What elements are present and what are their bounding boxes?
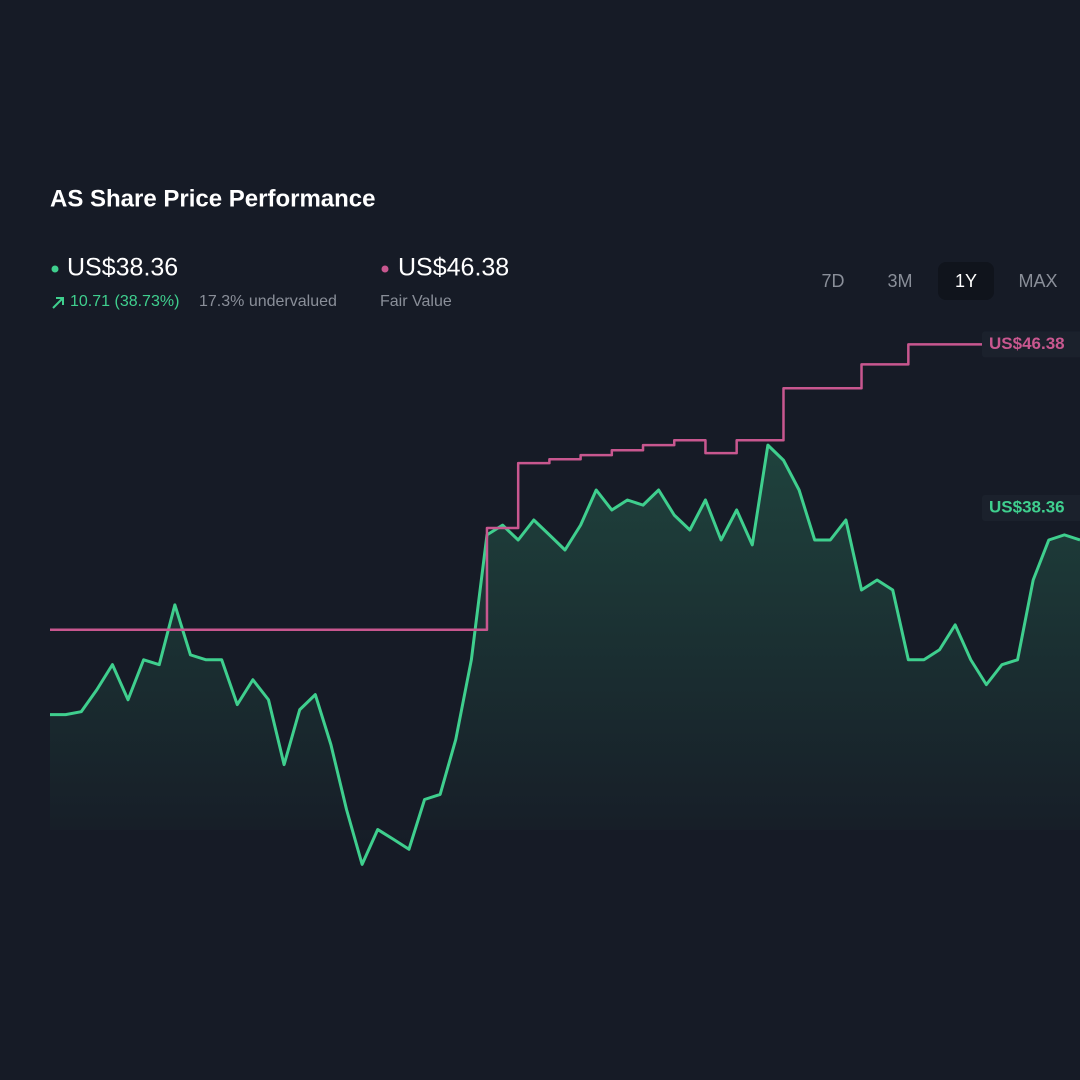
fair-value-dot — [381, 265, 389, 273]
end-label: US$46.38 — [989, 334, 1065, 353]
end-label-bg — [982, 331, 1080, 358]
plot: US$38.36 US$46.38 — [50, 331, 1080, 866]
price-area — [50, 445, 1080, 865]
fair-value-label: US$46.38 — [398, 254, 509, 282]
price-line — [50, 443, 1080, 866]
chart-title: AS Share Price Performance — [50, 185, 376, 212]
range-button[interactable]: 1Y — [955, 271, 977, 291]
end-label: US$38.36 — [989, 497, 1065, 516]
price-dot — [51, 265, 59, 273]
fair-value-line — [50, 343, 1080, 632]
end-label-bg — [982, 495, 1080, 521]
range-button[interactable]: 7D — [821, 271, 844, 291]
undervalued-label: 17.3% undervalued — [199, 293, 337, 310]
price-label: US$38.36 — [67, 254, 178, 282]
range-button[interactable]: 3M — [887, 271, 912, 291]
legend-fair-value: Fair Value — [380, 293, 452, 310]
range-selected-bg — [938, 262, 994, 300]
change-label: 10.71 (38.73%) — [70, 293, 179, 310]
range-selector: 7D 3M 1Y MAX — [821, 262, 1058, 300]
up-arrow — [52, 297, 64, 309]
range-button[interactable]: MAX — [1018, 271, 1057, 291]
